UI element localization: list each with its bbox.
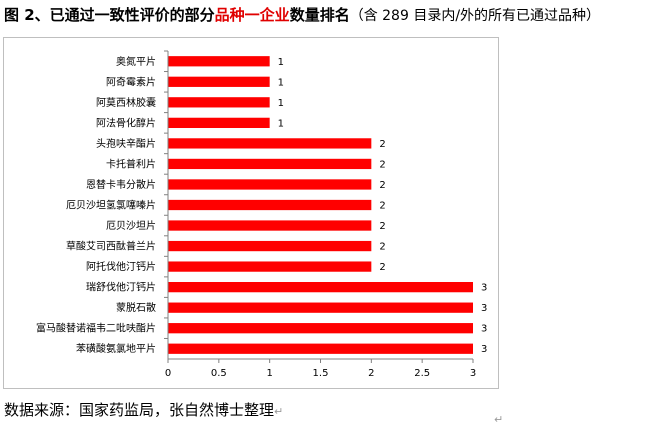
x-tick-label: 2.5 (414, 368, 430, 379)
data-label: 1 (278, 118, 284, 129)
category-label: 恩替卡韦分散片 (86, 178, 156, 191)
bar (168, 117, 270, 128)
source-note-text: 数据来源：国家药监局，张自然博士整理 (4, 401, 275, 419)
title-prefix: 图 2、已通过一致性评价的部分 (4, 6, 215, 24)
category-label: 头孢呋辛酯片 (96, 137, 156, 150)
data-label: 2 (379, 201, 385, 212)
data-label: 1 (278, 98, 284, 109)
bar (168, 343, 473, 354)
bar (168, 220, 372, 231)
bar (168, 199, 372, 211)
paragraph-mark-icon: ↵ (274, 405, 284, 418)
category-label: 阿奇霉素片 (106, 75, 156, 88)
data-label: 1 (278, 57, 284, 68)
category-label: 草酸艾司西酞普兰片 (66, 240, 156, 253)
bar (168, 97, 270, 108)
data-label: 2 (379, 262, 385, 273)
x-tick-label: 1.5 (313, 368, 329, 379)
bar (168, 282, 473, 293)
data-label: 3 (481, 303, 487, 314)
bar (168, 261, 372, 272)
bar (168, 76, 270, 87)
data-label: 1 (278, 77, 284, 88)
category-label: 蒙脱石散 (116, 301, 156, 314)
title-note: （含 289 目录内/外的所有已通过品种） (349, 8, 601, 24)
data-label: 3 (481, 324, 487, 335)
x-tick-label: 0.5 (211, 368, 227, 379)
bar (168, 158, 372, 170)
category-label: 富马酸替诺福韦二吡呋酯片 (36, 322, 156, 335)
x-tick-label: 2 (368, 368, 374, 379)
category-label: 阿托伐他汀钙片 (86, 260, 156, 273)
data-label: 3 (481, 283, 487, 294)
category-label: 阿莫西林胶囊 (96, 96, 156, 109)
title-suffix: 数量排名 (289, 6, 350, 24)
data-label: 2 (379, 180, 385, 191)
category-label: 阿法骨化醇片 (96, 116, 156, 129)
chart-frame: 奥氮平片 1 阿奇霉素片 1 阿莫西林胶囊 1 阿法骨化醇片 1 头孢呋辛酯片 2 卡托普利片 2 恩替… (3, 37, 503, 426)
category-label: 奥氮平片 (116, 55, 156, 68)
bar (168, 323, 473, 334)
x-tick-label: 0 (165, 368, 171, 379)
x-tick-label: 1 (266, 368, 272, 379)
title-highlight: 品种一企业 (214, 6, 290, 24)
page-title: 图 2、已通过一致性评价的部分品种一企业数量排名（含 289 目录内/外的所有已… (4, 4, 648, 26)
bar-chart: 奥氮平片 1 阿奇霉素片 1 阿莫西林胶囊 1 阿法骨化醇片 1 头孢呋辛酯片 2 卡托普利片 2 恩替… (36, 50, 487, 379)
data-label: 2 (379, 159, 385, 170)
category-label: 瑞舒伐他汀钙片 (86, 281, 156, 294)
category-label: 卡托普利片 (106, 157, 156, 170)
data-label: 2 (379, 242, 385, 253)
source-note: 数据来源：国家药监局，张自然博士整理↵ (4, 398, 283, 424)
bar (168, 302, 473, 313)
bar (168, 56, 270, 67)
data-label: 2 (379, 139, 385, 150)
category-label: 厄贝沙坦氢氯噻嗪片 (66, 199, 156, 212)
data-label: 3 (481, 344, 487, 355)
data-label: 2 (379, 221, 385, 232)
bar (168, 240, 372, 252)
category-label: 厄贝沙坦片 (106, 219, 156, 232)
bar (168, 179, 372, 190)
category-label: 苯磺酸氨氯地平片 (76, 342, 156, 355)
paragraph-mark-icon: ↵ (494, 413, 504, 426)
bar (168, 138, 372, 149)
x-tick-label: 3 (470, 368, 476, 379)
